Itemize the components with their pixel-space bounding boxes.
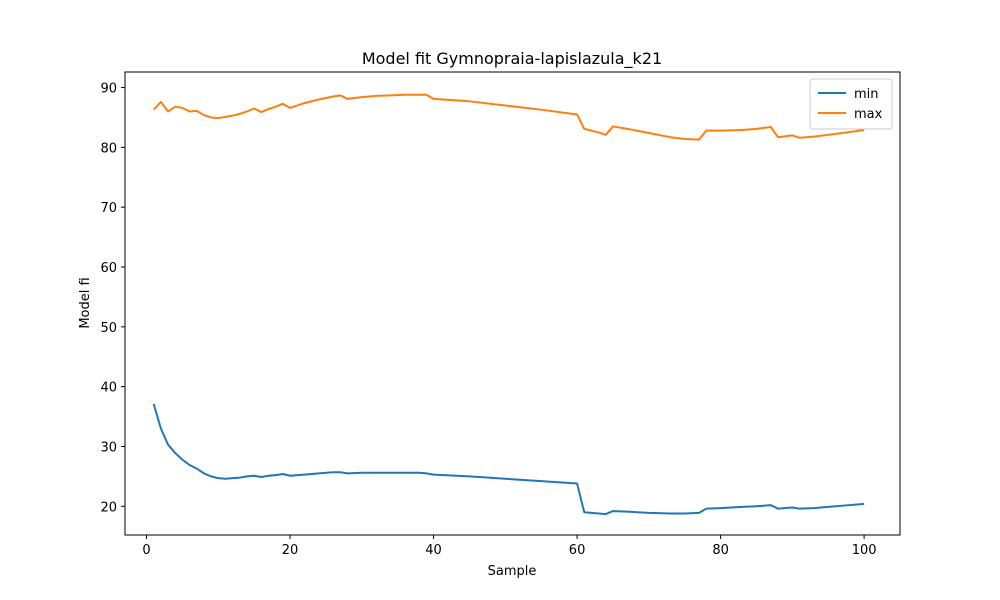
series-line-min (152, 403, 865, 516)
x-tick-label: 60 (569, 543, 586, 558)
x-tick-label: 0 (142, 543, 150, 558)
series-line-max (152, 93, 865, 141)
y-tick-label: 30 (100, 440, 117, 455)
x-tick-label: 40 (425, 543, 442, 558)
x-tick-label: 80 (712, 543, 729, 558)
legend-label-max: max (854, 107, 883, 122)
y-tick-label: 80 (100, 141, 117, 156)
y-tick-label: 20 (100, 500, 117, 515)
legend: min max (809, 78, 893, 130)
plot-area: 0 20 40 60 80 100 20 30 40 50 60 70 80 90 (100, 71, 901, 558)
x-axis-title: Sample (488, 564, 537, 579)
axes-frame (124, 71, 901, 536)
y-tick-label: 70 (100, 201, 117, 216)
y-tick-label: 50 (100, 321, 117, 336)
y-tick-label: 40 (100, 381, 117, 396)
x-tick-label: 20 (282, 543, 299, 558)
chart-title: Model fit Gymnopraia-lapislazula_k21 (362, 49, 662, 69)
y-tick-label: 60 (100, 261, 117, 276)
x-tick-label: 100 (852, 543, 877, 558)
legend-label-min: min (854, 87, 879, 102)
y-axis-title: Model fi (78, 277, 93, 328)
y-tick-label: 90 (100, 82, 117, 97)
legend-box (809, 78, 893, 130)
